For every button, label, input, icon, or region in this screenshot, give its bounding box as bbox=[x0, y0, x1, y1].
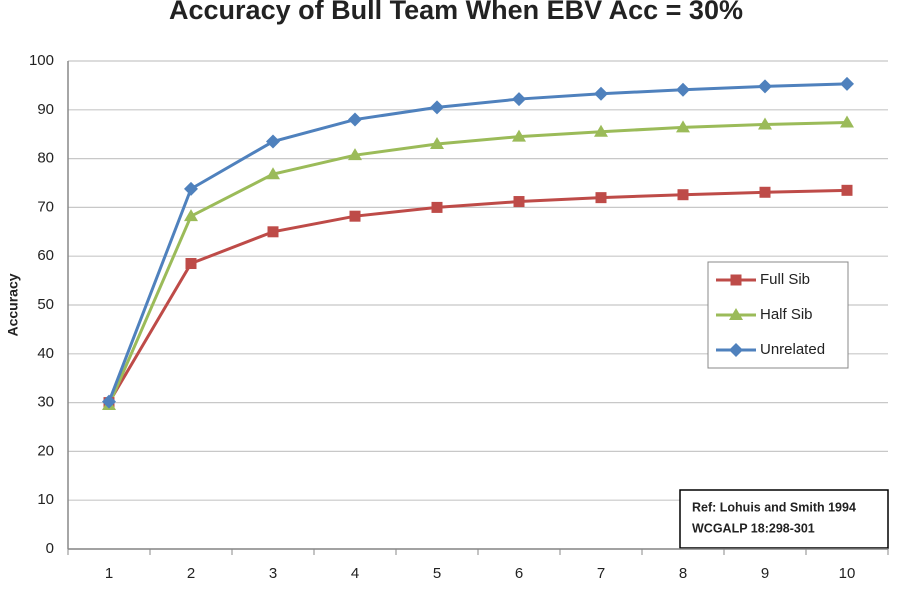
marker bbox=[431, 201, 443, 213]
series-line bbox=[107, 188, 848, 404]
marker bbox=[266, 167, 280, 180]
x-tick-label: 8 bbox=[679, 565, 687, 582]
x-tick-label: 4 bbox=[351, 565, 359, 582]
marker bbox=[594, 124, 608, 137]
marker bbox=[430, 136, 444, 149]
x-tick-label: 2 bbox=[187, 565, 195, 582]
legend-label: Half Sib bbox=[760, 306, 813, 323]
series-line bbox=[107, 82, 848, 403]
x-tick-label: 9 bbox=[761, 565, 769, 582]
marker bbox=[512, 129, 526, 142]
marker bbox=[676, 82, 690, 97]
y-tick-label: 40 bbox=[37, 345, 54, 362]
marker bbox=[267, 226, 279, 238]
marker bbox=[840, 76, 854, 91]
marker bbox=[349, 210, 361, 222]
marker bbox=[512, 92, 526, 107]
marker bbox=[594, 86, 608, 101]
marker bbox=[729, 343, 743, 357]
marker bbox=[758, 117, 772, 130]
y-tick-label: 60 bbox=[37, 247, 54, 264]
marker bbox=[676, 120, 690, 133]
reference-box bbox=[679, 489, 889, 549]
marker bbox=[185, 258, 197, 270]
marker bbox=[184, 209, 198, 222]
marker bbox=[102, 394, 116, 409]
y-tick-label: 10 bbox=[37, 491, 54, 508]
y-tick-label: 80 bbox=[37, 150, 54, 167]
legend-label: Unrelated bbox=[760, 341, 825, 358]
marker bbox=[730, 274, 742, 286]
y-tick-label: 70 bbox=[37, 198, 54, 215]
x-tick-label: 5 bbox=[433, 565, 441, 582]
reference-text: Ref: Lohuis and Smith 1994 bbox=[692, 500, 856, 514]
x-tick-label: 7 bbox=[597, 565, 605, 582]
x-tick-label: 3 bbox=[269, 565, 277, 582]
marker bbox=[840, 115, 854, 128]
marker bbox=[841, 184, 853, 196]
y-axis-label: Accuracy bbox=[5, 273, 21, 336]
y-tick-label: 100 bbox=[29, 52, 54, 69]
marker bbox=[430, 100, 444, 115]
reference-text: WCGALP 18:298-301 bbox=[692, 521, 815, 535]
marker bbox=[729, 308, 743, 320]
marker bbox=[758, 79, 772, 94]
marker bbox=[266, 134, 280, 149]
chart-title: Accuracy of Bull Team When EBV Acc = 30% bbox=[169, 0, 743, 25]
marker bbox=[759, 186, 771, 198]
marker bbox=[677, 189, 689, 201]
series-line bbox=[107, 120, 848, 406]
y-tick-label: 0 bbox=[46, 540, 54, 557]
marker bbox=[184, 181, 198, 196]
marker bbox=[348, 112, 362, 127]
legend-label: Full Sib bbox=[760, 271, 810, 288]
y-tick-label: 50 bbox=[37, 296, 54, 313]
y-tick-label: 30 bbox=[37, 394, 54, 411]
y-tick-label: 20 bbox=[37, 442, 54, 459]
marker bbox=[348, 148, 362, 161]
marker bbox=[513, 196, 525, 208]
marker bbox=[595, 192, 607, 204]
x-tick-label: 10 bbox=[839, 565, 856, 582]
y-tick-label: 90 bbox=[37, 101, 54, 118]
x-tick-label: 6 bbox=[515, 565, 523, 582]
x-tick-label: 1 bbox=[105, 565, 113, 582]
